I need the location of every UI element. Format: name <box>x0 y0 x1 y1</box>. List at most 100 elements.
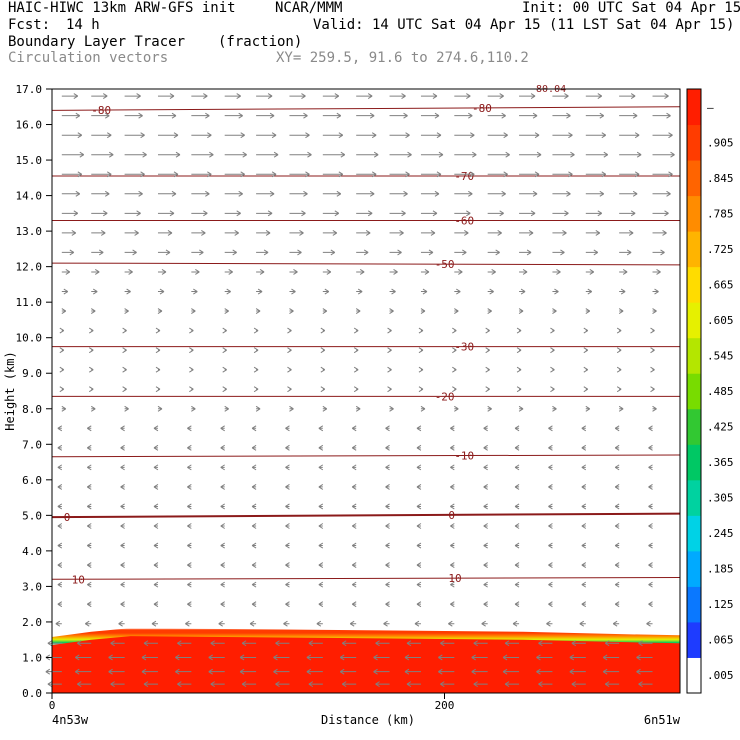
colorbar-label-2: .845 <box>707 172 734 185</box>
vector-arrow-26-4 <box>187 601 192 608</box>
plot-frame <box>51 88 681 694</box>
vector-arrow-0-10 <box>389 93 406 100</box>
vector-arrow-15-5 <box>222 386 227 393</box>
contour-label-8-1: -80 <box>472 102 492 115</box>
vector-arrow-22-10 <box>385 523 390 529</box>
vector-arrow-0-5 <box>224 93 241 100</box>
vector-arrow-26-8 <box>318 601 324 608</box>
vector-arrow-28-7 <box>275 640 290 647</box>
vector-arrow-28-5 <box>210 640 225 647</box>
vector-arrow-19-4 <box>187 464 192 471</box>
vector-arrow-18-16 <box>581 444 587 451</box>
vector-arrow-1-13 <box>487 112 506 119</box>
vector-arrow-31-7 <box>275 681 290 688</box>
vector-arrow-3-5 <box>224 151 247 158</box>
vector-arrow-12-1 <box>88 327 94 334</box>
x-tick-label-1: 200 <box>435 699 455 712</box>
contour-label-0-0: 10 <box>72 573 85 586</box>
vector-arrow-22-14 <box>514 523 520 529</box>
vector-arrow-1-5 <box>224 112 243 119</box>
vector-arrow-5-0 <box>61 190 81 197</box>
vector-arrow-8-9 <box>356 249 369 256</box>
contour-line-2 <box>51 454 681 458</box>
y-tick-label-1: 1.0 <box>22 651 42 664</box>
vector-arrow-12-14 <box>516 327 522 334</box>
vector-arrow-31-14 <box>504 681 520 688</box>
colorbar-swatch-14 <box>687 160 701 197</box>
vector-arrow-4-5 <box>224 171 245 178</box>
vector-arrow-13-14 <box>516 347 522 354</box>
contour-line-0 <box>51 577 681 580</box>
vector-arrow-7-14 <box>519 229 534 236</box>
vector-arrow-6-16 <box>585 210 603 217</box>
vector-arrow-23-4 <box>187 542 192 549</box>
vector-arrow-26-9 <box>351 601 357 608</box>
vector-arrow-23-9 <box>351 542 357 549</box>
vector-arrow-16-5 <box>224 405 229 412</box>
vector-arrow-15-9 <box>353 386 359 393</box>
vector-arrow-28-17 <box>604 640 620 647</box>
vector-arrow-0-14 <box>519 93 536 100</box>
vector-arrow-27-9 <box>349 620 357 627</box>
vector-arrow-5-14 <box>519 190 538 197</box>
vector-arrow-19-3 <box>153 464 159 471</box>
vector-arrow-30-7 <box>273 668 290 675</box>
vector-arrow-10-4 <box>191 288 198 295</box>
vector-arrow-20-7 <box>285 484 290 490</box>
vector-arrow-25-16 <box>581 581 587 588</box>
colorbar-swatch-9 <box>687 337 701 374</box>
vector-arrow-16-14 <box>518 405 524 412</box>
vector-arrow-24-18 <box>648 562 653 569</box>
colorbar-label-4: .725 <box>707 243 734 256</box>
vector-arrow-30-4 <box>175 668 192 675</box>
vector-arrow-18-14 <box>514 444 520 451</box>
vector-arrow-1-8 <box>322 112 342 119</box>
vector-arrow-8-5 <box>224 249 237 256</box>
vector-arrow-7-15 <box>552 229 567 236</box>
vector-arrow-13-16 <box>583 347 589 354</box>
vector-arrow-25-12 <box>450 581 455 588</box>
vector-arrow-25-10 <box>385 581 390 588</box>
vector-arrow-27-15 <box>546 620 553 627</box>
x-axis-label: Distance (km) <box>321 713 415 727</box>
vector-arrow-8-12 <box>454 249 467 256</box>
vector-arrow-29-16 <box>569 654 586 661</box>
vector-arrow-7-1 <box>91 229 106 236</box>
vector-arrow-8-17 <box>619 249 632 256</box>
colorbar-label-0: – <box>707 101 714 114</box>
vector-arrow-15-13 <box>485 386 490 393</box>
vector-arrow-25-18 <box>648 581 653 588</box>
vector-arrow-31-6 <box>241 681 257 688</box>
vector-arrow-26-10 <box>385 601 390 608</box>
y-axis-label: Height (km) <box>3 351 17 430</box>
vector-arrow-9-13 <box>487 269 496 275</box>
vector-arrow-29-8 <box>306 654 323 661</box>
vector-arrow-1-15 <box>552 112 571 119</box>
vector-arrow-4-3 <box>157 171 179 178</box>
vector-arrow-26-15 <box>548 601 553 608</box>
vector-arrow-6-0 <box>61 210 79 217</box>
vector-arrow-14-8 <box>320 366 326 373</box>
vector-arrow-12-12 <box>452 327 457 334</box>
vector-arrow-27-2 <box>118 620 125 627</box>
vector-arrow-11-9 <box>355 308 361 314</box>
vector-arrow-15-11 <box>418 386 424 393</box>
y-tick-label-5: 5.0 <box>22 509 42 522</box>
vector-arrow-20-8 <box>318 484 324 490</box>
vector-arrow-21-7 <box>285 503 290 510</box>
vector-arrow-13-2 <box>122 347 127 354</box>
vector-arrow-20-14 <box>514 484 520 490</box>
vector-arrow-16-10 <box>389 405 394 412</box>
vector-arrow-22-15 <box>548 523 553 529</box>
vector-arrow-27-17 <box>612 620 620 627</box>
vector-arrow-23-15 <box>548 542 553 549</box>
vector-arrow-9-16 <box>585 269 595 275</box>
vector-arrow-15-1 <box>88 386 94 393</box>
vector-arrow-16-0 <box>61 405 67 412</box>
vector-arrow-7-16 <box>585 229 601 236</box>
vector-arrow-21-3 <box>153 503 159 510</box>
vector-arrow-10-13 <box>487 288 494 295</box>
vector-arrow-20-15 <box>548 484 553 490</box>
vector-arrow-19-18 <box>648 464 653 471</box>
colorbar-swatch-6 <box>687 444 701 481</box>
